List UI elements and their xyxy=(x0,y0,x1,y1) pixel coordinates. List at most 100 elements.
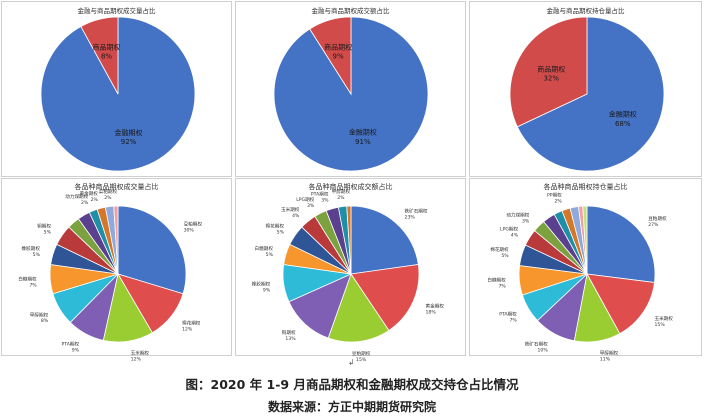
chart-title-6: 各品种商品期权持仓量占比 xyxy=(543,183,628,191)
slice-label-2: 商品期权 9% xyxy=(324,43,352,61)
slice-label-name: 豆粕期权 xyxy=(352,350,371,357)
slice-label-1: 金融期权 68% xyxy=(609,110,637,128)
pie-chart-1: 金融期权 92% 商品期权 8% xyxy=(40,16,196,172)
slice-label-pct: 92% xyxy=(121,138,137,146)
slice-label-pct: 9% xyxy=(263,287,271,293)
slice-label-name: LPG期权 xyxy=(296,196,314,203)
slice-label-name: 金融期权 xyxy=(609,110,637,119)
slice-label-9: 动力煤期权 3% xyxy=(506,211,530,224)
slice-label-5: PTA期权 7% xyxy=(499,311,517,324)
slice-label-pct: 3% xyxy=(321,198,329,204)
slice-label-name: 豆粕期权 xyxy=(648,215,667,222)
slice-label-pct: 15% xyxy=(356,357,367,363)
slice-label-name: 动力煤期权 xyxy=(506,211,529,218)
slice-label-name: 甲醇期权 xyxy=(332,188,351,195)
pie-chart-2: 金融期权 91% 商品期权 9% xyxy=(273,16,429,172)
pie-slice-15 xyxy=(582,205,588,275)
slice-label-name: 玉米期权 xyxy=(654,315,673,322)
slice-label-1: 豆粕期权 27% xyxy=(648,215,667,228)
slice-label-pct: 27% xyxy=(648,222,659,228)
slice-label-name: 豆粕期权 xyxy=(184,220,203,227)
slice-label-pct: 91% xyxy=(355,138,371,146)
slice-label-pct: 7% xyxy=(509,318,517,324)
pie-slice-1 xyxy=(586,205,656,283)
slice-label-pct: 32% xyxy=(543,74,559,82)
slice-label-pct: 7% xyxy=(498,284,506,290)
slice-label-name: PP期权 xyxy=(547,191,562,198)
slice-label-2: 商品期权 32% xyxy=(537,64,565,82)
slice-label-name: LPG期权 xyxy=(500,225,518,232)
slice-label-pct: 4% xyxy=(292,213,300,219)
pie-slice-12 xyxy=(346,205,352,275)
slice-label-name: 黄金期权 xyxy=(426,302,445,309)
slice-label-pct: 2% xyxy=(81,200,89,206)
slice-label-name: PTA期权 xyxy=(61,341,79,348)
pie-slice-2 xyxy=(309,16,352,96)
slice-label-pct: 5% xyxy=(266,252,274,258)
slice-label-6: 白糖期权 5% xyxy=(255,245,274,258)
chart-panel-1: 金融与商品期权成交量占比 金融期权 92% 商品期权 8% xyxy=(1,1,232,177)
slice-label-pct: 18% xyxy=(426,309,437,315)
slice-label-name: 黄金期权 xyxy=(80,190,99,197)
slice-label-pct: 2% xyxy=(554,198,562,204)
slice-label-7: 棉花期权 5% xyxy=(490,246,509,259)
slice-label-name: 甲醇期权 xyxy=(30,311,49,318)
pie-slice-2 xyxy=(586,273,655,335)
pie-slice-2 xyxy=(80,16,119,95)
chart-panel-2: 金融与商品期权成交额占比 金融期权 91% 商品期权 9% xyxy=(235,1,466,177)
slice-label-1: 金融期权 92% xyxy=(115,128,143,146)
slice-label-3: 豆粕期权 15% xyxy=(352,350,371,363)
slice-label-7: 橡胶期权 5% xyxy=(22,245,41,258)
slice-label-pct: 68% xyxy=(615,120,631,128)
pie-slice-1 xyxy=(516,16,665,172)
slice-label-name: 玉米期权 xyxy=(281,206,300,213)
slice-label-13: 菜粕期权 2% xyxy=(99,188,118,201)
slice-label-name: 白糖期权 xyxy=(487,277,506,284)
slice-label-name: 棉花期权 xyxy=(490,246,509,253)
slice-label-name: PTA期权 xyxy=(499,311,517,318)
slice-label-name: 铁矿石期权 xyxy=(405,207,428,214)
slice-label-7: 棉花期权 5% xyxy=(266,222,285,235)
slice-label-pct: 4% xyxy=(511,232,519,238)
chart-panel-5: 各品种商品期权成交额占比 铁矿石期权 23% 黄金期权 18% 豆粕期权 15% 铜期权 13… xyxy=(235,178,466,363)
slice-label-12: 黄金期权 2% xyxy=(80,190,99,203)
slice-label-8: LPG期权 4% xyxy=(500,225,519,238)
slice-label-pct: 12% xyxy=(131,357,142,363)
slice-label-pct: 15% xyxy=(654,322,665,328)
slice-label-11: 动力煤期权 2% xyxy=(65,193,89,206)
chart-title-2: 金融与商品期权成交额占比 xyxy=(311,7,390,15)
slice-label-name: PTA期权 xyxy=(311,191,329,198)
slice-label-pct: 7% xyxy=(29,282,37,288)
pie-slice-4 xyxy=(288,273,352,339)
slice-label-name: 玉米期权 xyxy=(131,350,150,357)
slice-label-name: 棉花期权 xyxy=(266,222,285,229)
slice-label-9: LPG期权 3% xyxy=(296,196,315,209)
slice-label-pct: 10% xyxy=(537,347,548,353)
pie-slice-14 xyxy=(113,205,119,275)
figure-caption: 图：2020 年 1-9 月商品期权和金融期权成交持仓占比情况 xyxy=(185,377,519,392)
slice-label-pct: 23% xyxy=(405,214,416,220)
slice-label-name: 棉花期权 xyxy=(182,320,201,327)
slice-label-6: 白糖期权 7% xyxy=(487,277,506,290)
slice-label-name: 橡胶期权 xyxy=(252,280,271,287)
slice-label-pct: 11% xyxy=(600,357,611,363)
figure-source: 数据来源：方正中期期货研究院 xyxy=(267,400,436,414)
slice-label-pct: 13% xyxy=(285,336,296,342)
slice-label-3: 甲醇期权 11% xyxy=(600,350,619,363)
slice-label-pct: 2% xyxy=(104,195,112,201)
pie-slice-3 xyxy=(327,273,390,343)
slice-label-pct: 3% xyxy=(307,203,315,209)
slice-label-pct: 3% xyxy=(522,218,530,224)
slice-label-pct: 12% xyxy=(182,327,193,333)
slice-label-pct: 5% xyxy=(33,252,41,258)
slice-label-pct: 8% xyxy=(101,52,112,60)
slice-label-8: 铜期权 5% xyxy=(37,222,51,235)
slice-label-pct: 2% xyxy=(91,197,99,203)
slice-label-name: 白糖期权 xyxy=(18,275,37,282)
slice-label-name: 菜粕期权 xyxy=(99,188,118,195)
pie-slice-1 xyxy=(350,205,419,275)
pie-slice-2 xyxy=(350,264,420,332)
slice-label-3: 玉米期权 12% xyxy=(131,350,150,363)
slice-label-name: 铁矿石期权 xyxy=(525,341,548,348)
pie-chart-5: 铁矿石期权 23%黄金期权 18%豆粕期权 15%铜期权 13%橡胶期权 9%白糖期权 5%… xyxy=(252,188,445,363)
